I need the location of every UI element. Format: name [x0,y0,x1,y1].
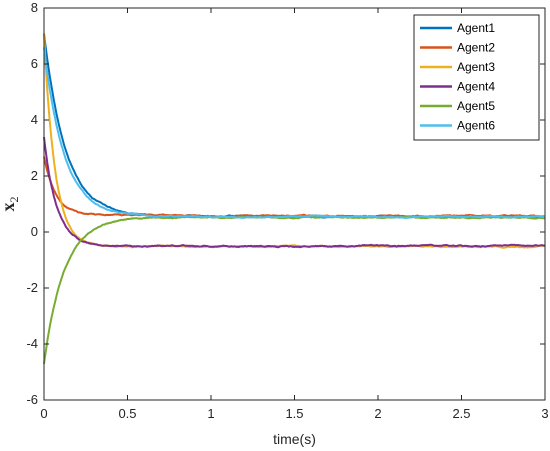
legend-label: Agent6 [457,119,495,133]
x-tick-label: 1 [207,406,214,421]
legend-box [413,14,540,141]
y-tick-label: -4 [26,336,38,351]
legend-label: Agent2 [457,41,495,55]
x-tick-label: 0 [40,406,47,421]
series-line-agent4 [43,136,546,249]
y-axis-label-subscript: 2 [7,197,21,203]
legend-label: Agent5 [457,99,495,113]
legend-label: Agent3 [457,60,495,74]
y-tick-label: 6 [31,56,38,71]
x-axis-label: time(s) [273,431,316,447]
x-tick-label: 2 [374,406,381,421]
y-tick-label: 8 [31,0,38,15]
x-tick-label: 1.5 [285,406,303,421]
series-layer [43,33,546,365]
y-axis-ticks: -6 -4 -2 0 2 4 6 8 [26,0,545,407]
y-tick-label: 2 [31,168,38,183]
series-line-agent6 [43,47,546,220]
y-axis-label: x2 [0,197,21,212]
x-tick-label: 0.5 [118,406,136,421]
y-tick-label: -2 [26,280,38,295]
legend-label: Agent4 [457,80,495,94]
x-tick-label: 2.5 [452,406,470,421]
legend: Agent1 Agent2 Agent3 Agent4 Agent5 Agent6 [413,14,540,141]
y-tick-label: -6 [26,392,38,407]
legend-label: Agent1 [457,21,495,35]
x-axis-ticks: 0 0.5 1 1.5 2 2.5 3 [40,8,549,421]
x-tick-label: 3 [541,406,548,421]
y-tick-label: 4 [31,112,38,127]
y-tick-label: 0 [31,224,38,239]
y-axis-label-main: x [0,203,18,212]
